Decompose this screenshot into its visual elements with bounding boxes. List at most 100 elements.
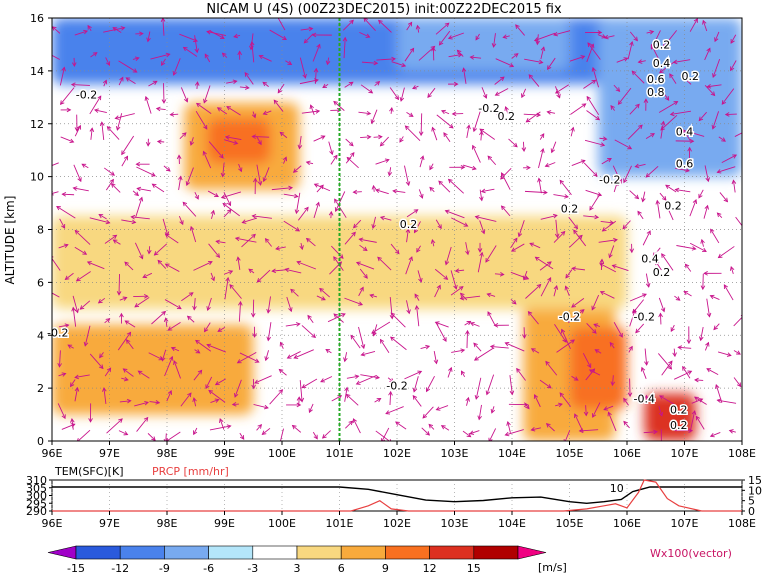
wind-vector-head <box>443 275 449 280</box>
wind-vector-head <box>705 177 710 183</box>
wind-vector-head <box>165 167 171 172</box>
wind-vector <box>360 84 373 94</box>
x-tick-label: 98E <box>157 447 178 460</box>
wind-vector-head <box>362 246 368 252</box>
contour-label: -0.2 <box>386 379 407 392</box>
wind-vector <box>495 58 514 67</box>
wind-vector-head <box>724 112 730 117</box>
wind-vector <box>164 356 173 377</box>
wind-vector-head <box>412 85 417 90</box>
contour-labels: -0.2-0.20.20.20.40.60.80.20.40.6-0.20.2 0… <box>46 37 701 434</box>
wind-vector-head <box>228 270 234 275</box>
wind-vector <box>569 235 583 248</box>
wind-vector <box>361 61 378 64</box>
wind-vector-head <box>460 348 466 353</box>
colorbar-segment <box>164 545 209 560</box>
contour-label: -0.4 <box>634 393 655 406</box>
wind-vector-head <box>486 292 492 298</box>
wind-vector-head <box>431 126 436 132</box>
wind-vector-head <box>477 248 483 253</box>
wind-vector-head <box>97 95 102 101</box>
x-tick-label: 97E <box>99 447 120 460</box>
wind-vector-head <box>721 137 726 142</box>
wind-vector <box>635 323 645 333</box>
wind-vector-head <box>257 424 263 429</box>
wind-vector-head <box>131 219 137 225</box>
wind-vector-head <box>528 74 534 79</box>
wind-vector-head <box>359 286 364 292</box>
wind-vector-head <box>717 253 723 259</box>
wind-vector <box>390 107 393 114</box>
wind-vector-head <box>333 100 338 106</box>
wind-vector <box>106 418 123 434</box>
wind-vector <box>238 163 242 172</box>
wind-vector-head <box>546 384 552 389</box>
wind-vector <box>608 412 617 432</box>
wind-vector-head <box>222 202 228 208</box>
wind-vector <box>555 403 563 407</box>
wind-vector <box>162 18 165 36</box>
wind-vector-head <box>61 224 66 229</box>
wind-vector <box>704 48 711 61</box>
contour-label: 0.6 <box>647 73 665 86</box>
wind-vector <box>700 326 704 341</box>
wind-vector-head <box>645 283 651 288</box>
wind-vector <box>52 191 59 194</box>
wind-vector-head <box>580 55 586 60</box>
surface-x-tick-label: 100E <box>268 517 296 530</box>
wind-vector <box>450 270 457 289</box>
wind-vector-head <box>293 193 299 199</box>
wind-vector-head <box>343 357 348 363</box>
wind-vector <box>116 113 123 131</box>
wind-vector <box>222 203 240 217</box>
wind-vector <box>681 75 692 85</box>
wind-vector <box>603 405 614 411</box>
wind-vector-head <box>694 377 699 383</box>
wind-vector <box>466 330 468 349</box>
wind-vector <box>161 58 166 66</box>
wind-vector <box>344 81 354 88</box>
wind-vector-head <box>419 193 424 199</box>
wind-vector <box>223 270 233 275</box>
wind-vector-head <box>70 418 75 423</box>
wind-vector-head <box>504 431 510 437</box>
wind-vector <box>74 387 78 402</box>
wind-vector-head <box>389 439 392 441</box>
wind-vector <box>226 106 241 116</box>
x-tick-label: 96E <box>42 447 63 460</box>
wind-vector <box>89 95 102 115</box>
wind-vector <box>547 57 556 70</box>
wind-vector-head <box>623 57 629 62</box>
wind-vector <box>592 402 601 418</box>
wind-vector-head <box>544 162 550 168</box>
wind-vector <box>725 113 737 116</box>
wind-vector-head <box>645 173 651 178</box>
wind-vector <box>372 216 376 229</box>
wind-vector-head <box>607 411 612 417</box>
wind-vector-head <box>110 183 116 188</box>
wind-vector-head <box>194 81 200 86</box>
wind-vector-head <box>474 215 480 220</box>
wind-vector <box>689 131 705 137</box>
wind-vector-head <box>669 111 675 117</box>
wind-vector-head <box>564 285 569 291</box>
wind-vector <box>665 184 677 193</box>
wind-vector-head <box>500 205 506 211</box>
wind-vector-head <box>182 201 188 207</box>
wind-vector <box>72 295 79 313</box>
wind-vector <box>706 298 710 317</box>
wind-vector <box>480 131 483 141</box>
wind-vector-head <box>379 215 385 221</box>
wind-vector <box>658 101 678 113</box>
wind-vector-head <box>617 178 622 184</box>
wind-vector-head <box>640 366 646 372</box>
wind-vector <box>385 406 404 415</box>
wind-vector <box>207 190 219 197</box>
wind-vector <box>152 183 165 193</box>
wind-vector-head <box>352 223 358 229</box>
wind-vector-head <box>195 339 200 345</box>
y-tick-label: 4 <box>37 329 44 342</box>
wind-vector-head <box>109 178 114 184</box>
wind-vector <box>137 187 151 192</box>
wind-vector-head <box>578 234 583 240</box>
